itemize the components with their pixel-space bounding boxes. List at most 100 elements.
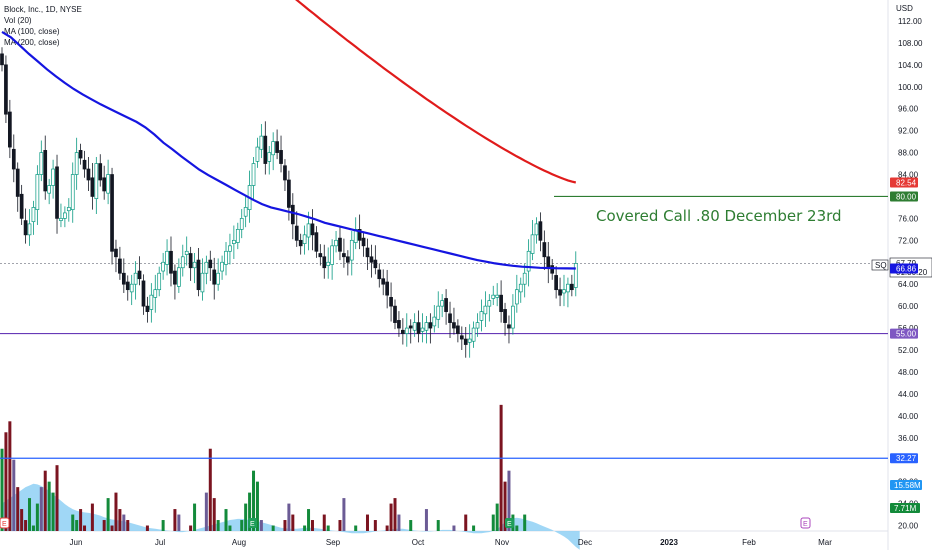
candle-body (503, 309, 507, 323)
volume-bar (118, 509, 122, 531)
price-tick: 20.00 (898, 522, 919, 531)
candle-body (290, 204, 295, 225)
svg-text:32.27: 32.27 (896, 454, 917, 463)
candle-body (294, 225, 299, 241)
indicator-volume[interactable]: Vol (20) (4, 16, 32, 25)
volume-bar (43, 470, 47, 531)
volume-level-tag: 32.27 (890, 453, 918, 464)
candle-body (232, 239, 236, 244)
candle-body (377, 269, 382, 280)
candle-body (518, 283, 523, 293)
candle-body (530, 234, 535, 254)
volume-bar (452, 525, 456, 531)
volume-bar (51, 492, 55, 531)
candle-body (23, 220, 28, 236)
candle-body (487, 300, 492, 307)
time-tick: Jun (70, 538, 83, 547)
volume-bar (12, 459, 16, 531)
candle-body (448, 313, 452, 323)
candle-body (259, 135, 264, 150)
candle-body (59, 218, 63, 221)
candle-body (98, 163, 103, 181)
currency-label: USD (896, 4, 913, 13)
volume-bar (393, 498, 397, 531)
candle-body (94, 163, 99, 199)
indicator-ma100[interactable]: MA (100, close) (4, 27, 60, 36)
volume-bar (16, 487, 20, 531)
candle-body (220, 261, 224, 272)
candle-body (338, 237, 342, 252)
candle-body (51, 168, 55, 186)
candle-body (349, 239, 354, 261)
candle-body (514, 289, 519, 305)
candle-body (177, 267, 181, 287)
candle-body (114, 248, 118, 258)
candle-body (566, 283, 570, 293)
candle-body (70, 174, 75, 210)
candle-body (106, 174, 110, 194)
price-tick: 100.00 (898, 83, 923, 92)
volume-bar (322, 514, 326, 531)
volume-bar (310, 520, 314, 531)
candle-body (569, 283, 574, 291)
covered-call-annotation[interactable]: Covered Call .80 December 23rd (596, 207, 842, 225)
candle-body (334, 239, 338, 247)
candle-body (184, 250, 189, 255)
candle-body (255, 146, 260, 162)
last-price: 67.79 (896, 259, 917, 268)
time-axis[interactable]: Jun Jul Aug Sep Oct Nov Dec 2023 Feb Mar (70, 538, 833, 547)
candle-body (412, 322, 417, 331)
symbol-title[interactable]: Block, Inc., 1D, NYSE (4, 5, 82, 14)
candle-body (499, 294, 503, 312)
earnings-marker[interactable]: E (0, 517, 10, 529)
candle-body (326, 261, 331, 266)
volume-bar (240, 520, 244, 531)
time-tick: Mar (818, 538, 832, 547)
volume-bar (55, 465, 59, 531)
svg-text:E: E (803, 521, 808, 528)
time-tick: Sep (326, 538, 341, 547)
ma200-line[interactable] (289, 0, 577, 184)
earnings-marker[interactable]: E (505, 518, 514, 528)
candle-body (216, 272, 220, 285)
candle-body (118, 258, 122, 274)
candle-body (298, 239, 303, 247)
candle-body (463, 338, 468, 345)
candle-body (63, 212, 67, 219)
price-tick: 40.00 (898, 412, 919, 421)
price-tick: 44.00 (898, 390, 919, 399)
candle-body (495, 294, 500, 298)
candle-body (302, 234, 307, 244)
candle-body (153, 289, 158, 298)
volume-bar (464, 514, 468, 531)
volume-bar (338, 520, 342, 531)
candle-body (408, 325, 413, 329)
volume-bar (255, 481, 259, 531)
volume-bar (283, 520, 287, 531)
candle-body (4, 64, 8, 115)
price-tick: 60.00 (898, 302, 919, 311)
ma100-line[interactable] (1, 30, 576, 270)
candle-body (137, 270, 142, 280)
candle-body (27, 223, 32, 236)
candle-body (538, 221, 543, 241)
candle-body (440, 300, 445, 307)
candle-body (546, 256, 551, 269)
earnings-marker[interactable]: E (800, 517, 811, 529)
candle-body (279, 150, 283, 164)
volume-bar (173, 509, 177, 531)
volume-bar (389, 503, 393, 531)
volume-bar (307, 509, 311, 531)
indicator-ma200[interactable]: MA (200, close) (4, 38, 60, 47)
price-tick: 96.00 (898, 105, 919, 114)
volume-bar (177, 514, 181, 531)
candle-body (239, 218, 244, 230)
volume-bar (436, 520, 440, 531)
candle-body (8, 111, 12, 148)
candle-body (200, 272, 205, 293)
earnings-marker[interactable]: E (248, 518, 257, 528)
candle-body (381, 278, 386, 285)
volume-bar (24, 520, 28, 531)
candle-body (235, 229, 240, 243)
